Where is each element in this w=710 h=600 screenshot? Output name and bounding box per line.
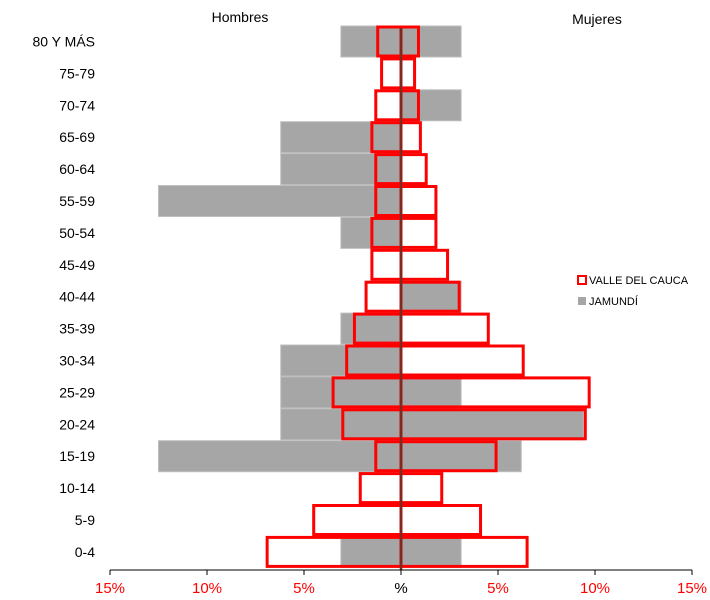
- age-label-75-79: 75-79: [59, 65, 95, 81]
- age-label-5-9: 5-9: [75, 512, 95, 528]
- x-axis: 15% 10% 5%% 5% 10% 15%: [95, 28, 707, 597]
- x-tick-label: 10%: [192, 580, 222, 597]
- bar-jamundi-women-40-44: [400, 280, 462, 313]
- legend-label-jamundi: JAMUNDÍ: [589, 295, 639, 308]
- bar-valle-women-35-39: [399, 312, 490, 345]
- bar-jamundi-women-70-74: [400, 89, 462, 122]
- bar-jamundi-men-0-4: [340, 535, 402, 568]
- bar-valle-women-50-54: [399, 216, 438, 249]
- age-label-60-64: 60-64: [59, 161, 95, 177]
- age-label-35-39: 35-39: [59, 321, 95, 337]
- women-label: Mujeres: [572, 11, 622, 27]
- bar-jamundi-men-20-24: [280, 408, 402, 441]
- bar-valle-women-75-79: [399, 57, 417, 90]
- bar-valle-women-45-49: [399, 248, 450, 281]
- bar-valle-women-30-34: [399, 344, 525, 377]
- age-label-70-74: 70-74: [59, 97, 95, 113]
- x-tick-label: 5%: [293, 580, 315, 597]
- age-label-45-49: 45-49: [59, 257, 95, 273]
- age-label-50-54: 50-54: [59, 225, 95, 241]
- x-tick-label: 15%: [677, 580, 707, 597]
- legend-label-valle: VALLE DEL CAUCA: [589, 275, 689, 287]
- age-label-30-34: 30-34: [59, 353, 95, 369]
- bar-jamundi-men-65-69: [280, 121, 402, 154]
- bar-jamundi-women-25-29: [400, 376, 462, 409]
- bar-jamundi-women-80-y-mas: [400, 25, 462, 58]
- x-tick-label: 5%: [487, 580, 509, 597]
- age-label-20-24: 20-24: [59, 416, 95, 432]
- bar-valle-men-40-44: [364, 280, 403, 313]
- bar-valle-men-75-79: [380, 57, 403, 90]
- bar-jamundi-men-55-59: [158, 185, 402, 217]
- age-label-65-69: 65-69: [59, 129, 95, 145]
- bar-valle-men-45-49: [370, 248, 403, 281]
- bar-jamundi-men-25-29: [280, 376, 402, 409]
- age-label-80-y-mas: 80 Y MÁS: [32, 34, 95, 50]
- age-label-10-14: 10-14: [59, 480, 95, 496]
- x-tick-label: 10%: [580, 580, 610, 597]
- age-label-55-59: 55-59: [59, 193, 95, 209]
- legend-swatch-valle: [577, 275, 587, 285]
- bar-jamundi-men-60-64: [280, 153, 402, 186]
- x-tick-label: 15%: [95, 580, 125, 597]
- bar-valle-men-70-74: [374, 89, 403, 122]
- men-label: Hombres: [212, 9, 269, 25]
- bar-jamundi-women-20-24: [400, 408, 584, 441]
- age-label-0-4: 0-4: [75, 544, 95, 560]
- legend-swatch-jamundi: [578, 297, 586, 305]
- jamundi-bars: [158, 25, 584, 568]
- age-label-40-44: 40-44: [59, 289, 95, 305]
- bar-jamundi-men-15-19: [158, 440, 402, 473]
- age-label-15-19: 15-19: [59, 448, 95, 464]
- bar-valle-women-5-9: [399, 504, 483, 536]
- x-tick-label: %: [394, 580, 407, 597]
- bar-jamundi-women-0-4: [400, 535, 462, 568]
- bar-valle-men-10-14: [358, 472, 403, 505]
- age-label-25-29: 25-29: [59, 384, 95, 400]
- bar-jamundi-women-15-19: [400, 440, 522, 473]
- bar-valle-women-60-64: [399, 153, 428, 186]
- bar-jamundi-men-80-y-mas: [340, 25, 402, 58]
- legend: VALLE DEL CAUCA JAMUNDÍ: [577, 275, 689, 308]
- age-group-labels: 80 Y MÁS 75-79 70-74 65-69 60-64 55-59 50-54 45…: [32, 34, 95, 560]
- bar-valle-women-65-69: [399, 121, 422, 154]
- bar-jamundi-men-30-34: [280, 344, 402, 377]
- bar-valle-women-10-14: [399, 472, 444, 505]
- bar-jamundi-men-35-39: [340, 312, 402, 345]
- bar-valle-men-5-9: [312, 504, 403, 536]
- bar-valle-women-55-59: [399, 185, 438, 217]
